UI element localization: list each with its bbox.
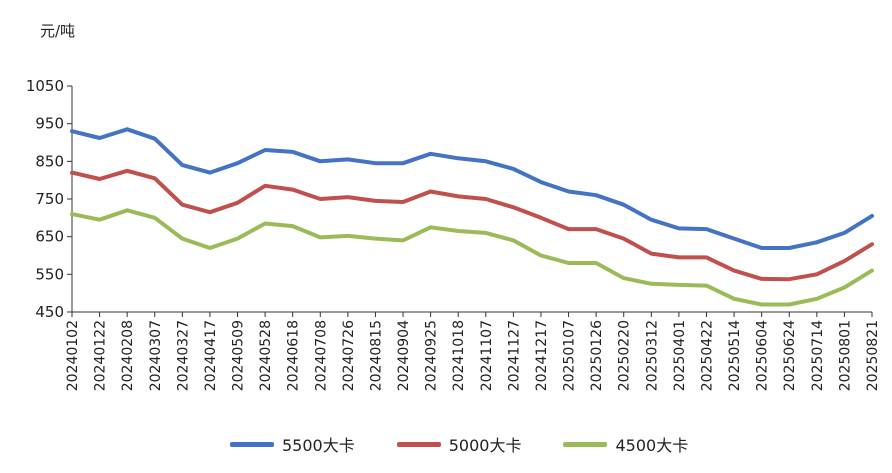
legend-label: 5000大卡	[448, 436, 522, 455]
legend-swatch	[563, 441, 608, 447]
x-tick-label: 20241127	[506, 320, 522, 391]
y-tick-label: 650	[35, 228, 64, 246]
x-tick-label: 20250714	[810, 320, 826, 391]
legend-item: 4500大卡	[563, 432, 688, 456]
axes	[67, 85, 873, 317]
y-tick-label: 450	[35, 303, 64, 321]
x-tick-label: 20250401	[672, 320, 688, 391]
legend-label: 4500大卡	[615, 436, 689, 455]
series-line-0	[70, 127, 874, 250]
legend-item: 5500大卡	[230, 432, 355, 456]
y-tick-label: 750	[35, 190, 64, 208]
series-lines	[70, 127, 874, 307]
legend-swatch	[396, 441, 441, 447]
x-tick-label: 20241217	[534, 320, 550, 391]
x-tick-label: 20250312	[644, 320, 660, 391]
x-tick-label: 20240327	[175, 320, 191, 391]
x-tick-label: 20240208	[120, 320, 136, 391]
y-tick-label: 1050	[26, 77, 64, 95]
x-tick-label: 20250126	[589, 320, 605, 391]
y-axis-unit-label: 元/吨	[40, 22, 76, 40]
x-tick-label: 20241018	[451, 320, 467, 391]
legend-item: 5000大卡	[396, 432, 522, 456]
x-tick-label: 20240904	[396, 320, 412, 391]
x-tick-label: 20241107	[479, 320, 495, 391]
series-line-2	[70, 208, 874, 307]
x-tick-label: 20240509	[231, 320, 247, 391]
x-tick-label: 20240726	[341, 320, 357, 391]
y-tick-label: 950	[35, 115, 64, 133]
x-tick-label: 20240307	[148, 320, 164, 391]
x-tick-label: 20240417	[203, 320, 219, 391]
x-tick-label: 20250624	[782, 320, 798, 391]
x-tick-label: 20250604	[755, 320, 771, 391]
series-line-1	[70, 168, 874, 282]
x-tick-label: 20240102	[65, 320, 81, 391]
x-tick-label: 20250220	[617, 320, 633, 391]
x-tick-label: 20250801	[837, 320, 853, 391]
legend-swatch	[230, 441, 274, 447]
y-tick-labels: 1050 950 850 750 650 550 450	[26, 77, 64, 321]
legend-label: 5500大卡	[282, 436, 355, 455]
x-tick-label: 20240528	[258, 320, 274, 391]
x-tick-label: 20240815	[368, 320, 384, 391]
x-tick-label: 20250821	[865, 320, 881, 391]
x-tick-label: 20240708	[313, 320, 329, 391]
x-tick-label: 20250514	[727, 320, 743, 391]
x-tick-label: 20250422	[699, 320, 715, 391]
x-tick-label: 20240618	[286, 320, 302, 391]
x-tick-labels: 20240102 20240122 20240208 20240307 20240327…	[65, 320, 881, 391]
x-tick-label: 20250107	[562, 320, 578, 391]
y-tick-label: 850	[35, 152, 64, 170]
legend: 5500大卡 5000大卡 4500大卡	[230, 432, 688, 456]
x-tick-label: 20240122	[93, 320, 109, 391]
x-tick-label: 20240925	[424, 320, 440, 391]
y-tick-label: 550	[35, 265, 64, 283]
